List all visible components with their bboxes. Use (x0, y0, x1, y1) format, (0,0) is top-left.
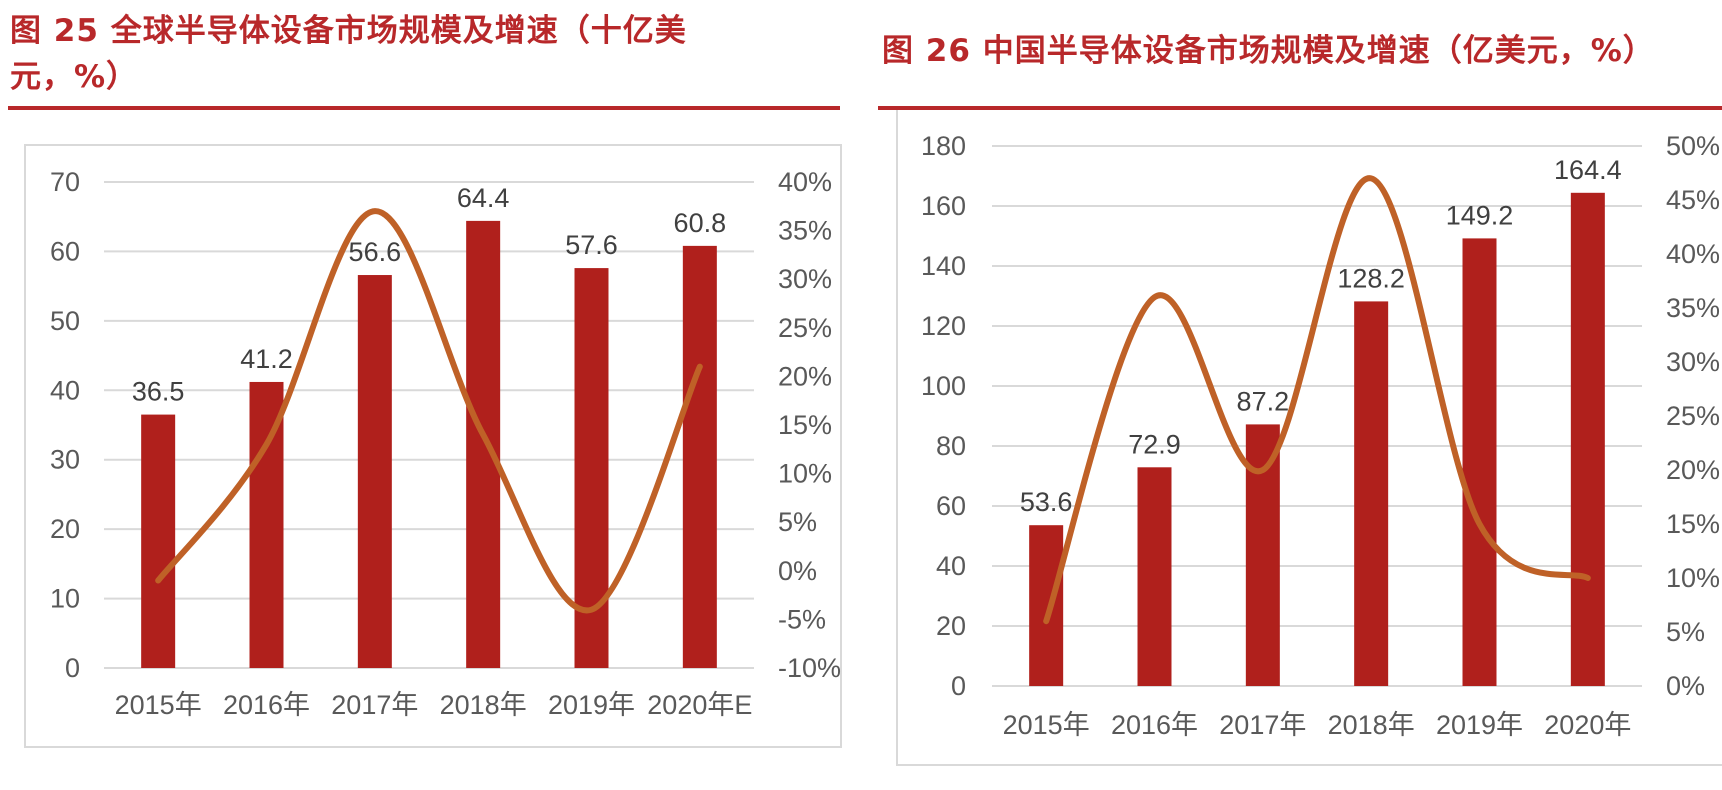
x-tick-label: 2020年 (1544, 710, 1631, 740)
y-right-tick-label: 15% (778, 410, 832, 440)
y-left-tick-label: 10 (50, 584, 80, 614)
bar-data-label: 128.2 (1337, 263, 1405, 293)
bar (357, 275, 392, 668)
y-left-tick-label: 40 (50, 375, 80, 405)
bar (1245, 424, 1280, 686)
growth-rate-line (1043, 175, 1591, 625)
y-right-tick-label: 0% (778, 556, 817, 586)
y-right-tick-label: 15% (1666, 509, 1720, 539)
x-tick-label: 2019年 (548, 690, 635, 720)
y-left-tick-label: 30 (50, 445, 80, 475)
y-right-tick-label: 35% (1666, 293, 1720, 323)
bar (466, 220, 501, 668)
y-right-tick-label: -5% (778, 604, 826, 634)
y-left-tick-label: 100 (921, 371, 966, 401)
bar-data-label: 64.4 (457, 183, 510, 213)
bar (1570, 192, 1605, 687)
y-left-tick-label: 120 (921, 311, 966, 341)
y-left-tick-label: 140 (921, 251, 966, 281)
y-right-tick-label: 5% (1666, 617, 1705, 647)
x-tick-label: 2015年 (115, 690, 202, 720)
y-left-tick-label: 180 (921, 131, 966, 161)
bar (1029, 525, 1064, 686)
y-left-tick-label: 60 (50, 236, 80, 266)
x-tick-label: 2020年E (647, 690, 752, 720)
y-left-tick-label: 0 (951, 671, 966, 701)
bar (249, 381, 284, 668)
x-tick-label: 2016年 (223, 690, 310, 720)
bar-data-label: 53.6 (1020, 487, 1073, 517)
x-tick-label: 2015年 (1003, 710, 1090, 740)
x-tick-label: 2018年 (440, 690, 527, 720)
y-right-tick-label: 40% (1666, 239, 1720, 269)
title-underline (8, 106, 840, 110)
chart-global-semiconductor-equipment: 0 10 20 30 40 50 60 70 -10% -5% 0% 5% 10% 15% 20% 25% 30… (50, 167, 841, 720)
chart-frame (24, 144, 842, 748)
y-left-tick-label: 40 (936, 551, 966, 581)
bar (682, 245, 717, 669)
bar-data-label: 56.6 (349, 237, 402, 267)
y-right-tick-label: -10% (778, 653, 841, 683)
y-right-tick-label: 45% (1666, 185, 1720, 215)
bar-data-label: 41.2 (240, 344, 293, 374)
figure-26: 图 26 中国半导体设备市场规模及增速（亿美元，%） 0 20 40 60 80 100 1… (870, 0, 1722, 790)
y-right-tick-label: 20% (1666, 455, 1720, 485)
y-right-tick-label: 25% (1666, 401, 1720, 431)
y-right-tick-label: 10% (1666, 563, 1720, 593)
y-left-tick-label: 60 (936, 491, 966, 521)
y-right-tick-label: 0% (1666, 671, 1705, 701)
bar-data-label: 36.5 (132, 377, 185, 407)
y-left-tick-label: 80 (936, 431, 966, 461)
bar-data-label: 57.6 (565, 230, 618, 260)
figure-title: 图 25 全球半导体设备市场规模及增速（十亿美元，%） (10, 13, 687, 95)
title-underline (878, 106, 1722, 110)
bar-data-label: 149.2 (1446, 200, 1514, 230)
y-right-tick-label: 30% (778, 264, 832, 294)
y-left-tick-label: 0 (65, 653, 80, 683)
bar-data-label: 60.8 (674, 208, 727, 238)
x-tick-label: 2016年 (1111, 710, 1198, 740)
x-tick-label: 2017年 (1219, 710, 1306, 740)
chart-china-semiconductor-equipment: 0 20 40 60 80 100 120 140 160 180 0% 5% 10% 15% 20% 25%… (921, 131, 1720, 740)
y-left-tick-label: 20 (936, 611, 966, 641)
y-right-tick-label: 5% (778, 507, 817, 537)
y-right-tick-label: 30% (1666, 347, 1720, 377)
y-left-tick-label: 20 (50, 514, 80, 544)
bar (1354, 301, 1389, 686)
x-tick-label: 2019年 (1436, 710, 1523, 740)
figure-25: 图 25 全球半导体设备市场规模及增速（十亿美元，%） 0 10 20 30 40 50 6… (0, 0, 850, 790)
bar (141, 414, 176, 668)
y-right-tick-label: 40% (778, 167, 832, 197)
y-right-tick-label: 25% (778, 313, 832, 343)
y-left-tick-label: 70 (50, 167, 80, 197)
bar (1137, 467, 1172, 686)
bar-data-label: 164.4 (1554, 155, 1622, 185)
y-right-tick-label: 10% (778, 459, 832, 489)
growth-rate-line (155, 208, 703, 614)
y-left-tick-label: 160 (921, 191, 966, 221)
y-right-tick-label: 35% (778, 216, 832, 246)
x-tick-label: 2018年 (1328, 710, 1415, 740)
chart-frame (896, 110, 1722, 766)
bar-data-label: 72.9 (1128, 429, 1181, 459)
bar (1462, 238, 1497, 686)
x-tick-label: 2017年 (331, 690, 418, 720)
y-right-tick-label: 50% (1666, 131, 1720, 161)
y-left-tick-label: 50 (50, 306, 80, 336)
bar-data-label: 87.2 (1237, 386, 1290, 416)
figure-title: 图 26 中国半导体设备市场规模及增速（亿美元，%） (882, 33, 1655, 69)
y-right-tick-label: 20% (778, 361, 832, 391)
